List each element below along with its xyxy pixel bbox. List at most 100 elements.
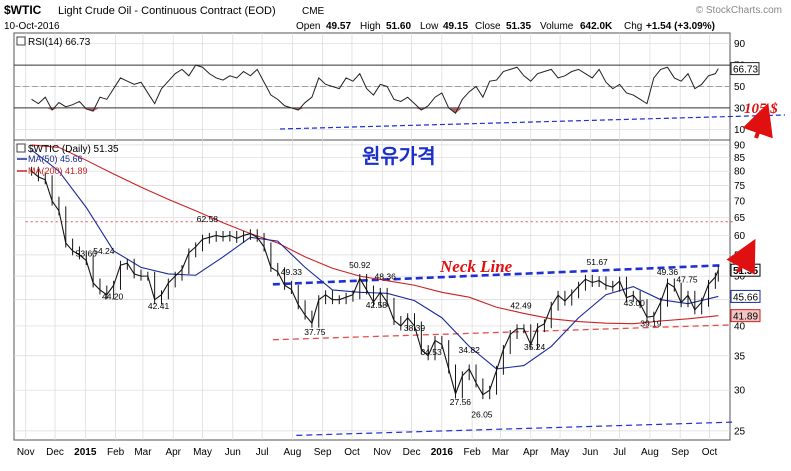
open-value: 49.57	[326, 21, 351, 32]
x-tick-label: Sep	[314, 447, 332, 458]
price-y-tick: 50	[734, 272, 746, 283]
x-tick-label: Sep	[671, 447, 689, 458]
price-y-tick: 70	[734, 197, 746, 208]
price-data-label: 39.19	[640, 319, 662, 329]
volume-value: 642.0K	[580, 21, 613, 32]
price-data-label: 44.20	[102, 292, 124, 302]
high-label: High	[360, 21, 381, 32]
rsi-legend-swatch	[16, 36, 26, 46]
price-data-label: 35.24	[524, 342, 546, 352]
price-y-tick: 80	[734, 167, 746, 178]
ma200-legend: MA(200) 41.89	[28, 166, 88, 176]
price-data-label: 49.33	[281, 267, 303, 277]
low-value: 49.15	[443, 21, 468, 32]
rsi-y-tick: 10	[734, 125, 746, 136]
watermark: © StockCharts.com	[696, 5, 782, 16]
price-data-label: 50.92	[349, 260, 371, 270]
x-tick-label: Oct	[702, 447, 718, 458]
ma50-legend: MA(50) 45.66	[28, 154, 83, 164]
grid-layer	[14, 33, 730, 440]
price-line	[31, 170, 719, 396]
price-y-tick: 90	[734, 140, 746, 151]
price-data-label: 26.05	[471, 410, 493, 420]
x-tick-label: Jun	[582, 447, 598, 458]
x-tick-label: Dec	[403, 447, 421, 458]
price-data-label: 54.24	[93, 246, 115, 256]
breakout-arrow	[726, 238, 756, 275]
price-axis-tag-text: 41.89	[733, 312, 758, 323]
price-legend: $WTIC (Daily) 51.35	[28, 144, 119, 155]
red-support-line	[272, 324, 733, 341]
price-legend-swatch	[16, 143, 26, 153]
x-tick-label: Apr	[523, 447, 539, 458]
close-label: Close	[475, 21, 501, 32]
price-y-tick: 60	[734, 231, 746, 242]
price-data-label: 43.00	[624, 298, 646, 308]
price-data-label: 34.82	[459, 345, 481, 355]
x-tick-label: Jul	[613, 447, 626, 458]
price-data-label: 47.75	[676, 274, 698, 284]
x-tick-label: Feb	[107, 447, 125, 458]
price-data-label: 27.56	[450, 397, 472, 407]
price-y-tick: 40	[734, 321, 746, 332]
x-tick-label: Apr	[165, 447, 181, 458]
price-y-tick: 75	[734, 181, 746, 192]
x-tick-label: Feb	[464, 447, 482, 458]
chg-label: Chg	[624, 21, 642, 32]
volume-label: Volume	[540, 21, 574, 32]
symbol-label: $WTIC	[4, 3, 42, 17]
x-tick-label: Dec	[46, 447, 64, 458]
price-data-label: 48.36	[375, 272, 397, 282]
x-tick-label: Jun	[225, 447, 241, 458]
contract-name: Light Crude Oil - Continuous Contract (E…	[58, 5, 276, 17]
ohlc-readout: Open 49.57 High 51.60 Low 49.15 Close 51…	[296, 21, 715, 32]
price-y-tick: 25	[734, 426, 746, 437]
rsi-legend: RSI(14) 66.73	[28, 37, 91, 48]
rsi-support-line	[279, 114, 786, 130]
neck-line-label: Neck Line	[439, 257, 513, 276]
price-layer	[25, 114, 786, 436]
date-label: 10-Oct-2016	[4, 21, 60, 32]
price-axis-tag	[730, 309, 761, 323]
price-data-label: 37.75	[304, 327, 326, 337]
neck-line	[272, 263, 724, 286]
price-axis-tag	[730, 289, 761, 303]
rsi-layer	[31, 64, 719, 115]
price-data-label: 42.58	[366, 300, 388, 310]
price-y-tick: 35	[734, 351, 746, 362]
price-y-tick: 65	[734, 213, 746, 224]
high-value: 51.60	[386, 21, 411, 32]
x-tick-label: Nov	[17, 447, 35, 458]
x-tick-label: 2016	[431, 447, 454, 458]
x-tick-label: Nov	[373, 447, 391, 458]
close-value: 51.35	[506, 21, 531, 32]
x-tick-label: Mar	[134, 447, 152, 458]
price-data-label: 38.39	[404, 323, 426, 333]
price-y-tick: 30	[734, 386, 746, 397]
x-tick-label: May	[193, 447, 212, 458]
rsi-value-tag	[730, 62, 760, 76]
x-tick-label: Aug	[283, 447, 301, 458]
price-y-tick: 85	[734, 153, 746, 164]
rsi-line	[31, 64, 719, 115]
x-tick-label: Oct	[344, 447, 360, 458]
x-tick-label: Jul	[256, 447, 269, 458]
open-label: Open	[296, 21, 320, 32]
target-label: 105 $	[744, 101, 778, 117]
price-data-label: 34.53	[420, 347, 442, 357]
x-tick-label: 2015	[74, 447, 97, 458]
rsi-y-tick: 30	[734, 103, 746, 114]
low-label: Low	[420, 21, 439, 32]
korean-annotation: 원유가격	[362, 144, 436, 168]
rsi-oversold-fill	[79, 107, 87, 109]
target-arrow	[742, 102, 773, 139]
price-data-label: 49.36	[657, 267, 679, 277]
price-axis-tag-text: 51.35	[733, 266, 758, 277]
price-axis-tag-text: 45.66	[733, 292, 758, 303]
rsi-oversold-fill	[45, 107, 53, 111]
chg-value: +1.54 (+3.09%)	[646, 21, 715, 32]
price-data-label: 62.58	[197, 214, 219, 224]
price-data-label: 42.41	[148, 301, 170, 311]
price-data-label: 51.67	[587, 257, 609, 267]
